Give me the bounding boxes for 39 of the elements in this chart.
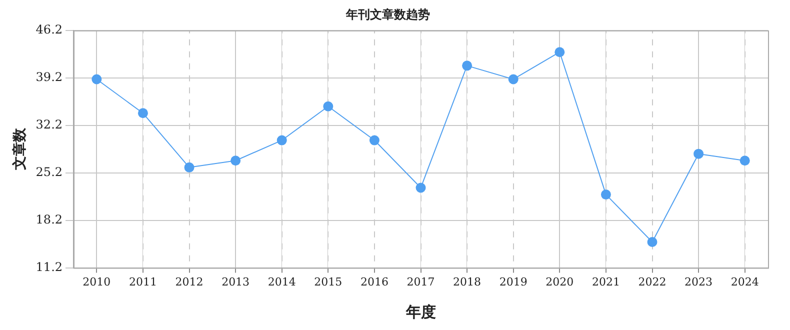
- x-tick-label: 2013: [222, 275, 250, 288]
- y-tick-label: 32.2: [36, 117, 63, 132]
- point: [416, 182, 426, 193]
- point: [92, 74, 102, 84]
- point: [230, 156, 241, 166]
- chart-title: 年刊文章数趋势: [345, 7, 430, 22]
- x-tick-label: 2012: [175, 275, 204, 288]
- y-axis-title: 文章数: [11, 127, 28, 172]
- y-tick-label: 46.2: [36, 22, 63, 37]
- point: [462, 60, 472, 71]
- x-tick-label: 2016: [360, 275, 388, 288]
- x-tick-label: 2023: [684, 275, 713, 288]
- point: [138, 108, 148, 118]
- x-tick-label: 2018: [453, 275, 482, 288]
- x-tick-label: 2011: [128, 275, 157, 288]
- point: [184, 162, 194, 172]
- y-tick-label: 11.2: [36, 260, 63, 274]
- point: [369, 135, 380, 146]
- point: [323, 101, 334, 112]
- y-tick-label: 18.2: [36, 212, 63, 226]
- x-tick-label: 2021: [592, 275, 620, 288]
- x-tick-label: 2024: [730, 275, 759, 288]
- x-axis-title: 年度: [404, 302, 436, 321]
- point: [554, 47, 565, 58]
- point: [508, 74, 518, 84]
- x-tick-label: 2010: [82, 275, 111, 288]
- point: [600, 190, 611, 200]
- point: [276, 135, 287, 146]
- point: [740, 156, 750, 166]
- x-tick-label: 2019: [499, 275, 528, 288]
- x-tick-label: 2022: [638, 275, 666, 288]
- x-tick-label: 2014: [268, 275, 296, 288]
- y-tick-label: 39.2: [36, 70, 63, 84]
- x-tick-label: 2015: [314, 275, 342, 288]
- x-tick-label: 2017: [406, 275, 435, 288]
- point: [694, 148, 704, 159]
- y-tick-label: 25.2: [36, 164, 63, 179]
- point: [647, 237, 658, 248]
- x-tick-label: 2020: [546, 275, 574, 288]
